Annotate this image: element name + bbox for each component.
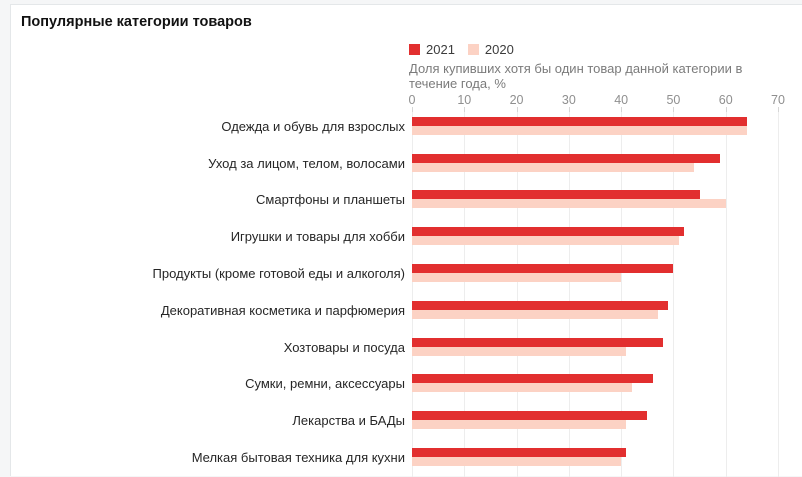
gridline <box>516 109 518 477</box>
axis-tick-label: 70 <box>771 93 785 107</box>
axis-tick <box>568 107 570 112</box>
category-labels: Одежда и обувь для взрослых Уход за лицом… <box>11 109 406 477</box>
category-label: Игрушки и товары для хобби <box>230 229 405 245</box>
legend-swatch-2020-icon <box>467 44 479 55</box>
bar-2021[interactable] <box>412 116 747 126</box>
axis-tick-label: 50 <box>666 93 681 107</box>
category-label: Одежда и обувь для взрослых <box>221 118 405 134</box>
bar-2021[interactable] <box>412 153 721 163</box>
axis-tick <box>725 107 727 112</box>
bar-2021[interactable] <box>412 374 653 384</box>
category-label: Хозтовары и посуда <box>283 339 405 355</box>
gridline <box>412 109 413 477</box>
bar-2021[interactable] <box>412 263 674 273</box>
category-label: Уход за лицом, телом, волосами <box>208 155 405 171</box>
axis-tick-label: 30 <box>561 93 576 107</box>
axis-tick-label: 0 <box>408 93 416 107</box>
bar-2020[interactable] <box>412 125 747 135</box>
category-label: Смартфоны и планшеты <box>256 192 405 208</box>
axis-tick <box>412 107 413 112</box>
axis-tick <box>673 107 675 112</box>
legend-label-2020: 2020 <box>484 42 514 57</box>
bar-2021[interactable] <box>412 411 648 421</box>
axis-tick-label: 60 <box>718 93 733 107</box>
bar-2021[interactable] <box>412 300 669 310</box>
gridline <box>464 109 466 477</box>
axis-tick-label: 20 <box>509 93 524 107</box>
gridline <box>568 109 570 477</box>
legend: 2021 2020 <box>409 42 527 57</box>
bar-2020[interactable] <box>412 309 658 319</box>
bar-2021[interactable] <box>412 190 700 200</box>
bar-2020[interactable] <box>412 346 627 356</box>
axis-tick <box>778 107 779 112</box>
category-label: Продукты (кроме готовой еды и алкоголя) <box>152 265 406 281</box>
axis-tick <box>516 107 518 112</box>
chart-title: Популярные категории товаров <box>21 14 252 30</box>
bar-2020[interactable] <box>412 383 632 393</box>
bar-2020[interactable] <box>412 199 726 209</box>
bar-2020[interactable] <box>412 456 622 466</box>
category-label: Лекарства и БАДы <box>292 413 405 429</box>
bar-2020[interactable] <box>412 272 622 282</box>
legend-item-2020[interactable]: 2020 <box>467 42 514 57</box>
bar-2021[interactable] <box>412 227 684 237</box>
plot-area: 0 10 20 30 40 50 60 70 <box>409 93 785 477</box>
gridline <box>621 109 623 477</box>
axis-tick-label: 40 <box>614 93 629 107</box>
category-label: Сумки, ремни, аксессуары <box>245 376 405 392</box>
chart-card: Популярные категории товаров 2021 2020 Д… <box>10 4 802 477</box>
gridline <box>725 109 727 477</box>
bar-2020[interactable] <box>412 162 695 172</box>
legend-item-2021[interactable]: 2021 <box>409 42 455 57</box>
axis-tick <box>464 107 466 112</box>
legend-label-2021: 2021 <box>426 42 455 57</box>
gridline <box>778 109 779 477</box>
legend-swatch-2021-icon <box>409 44 420 55</box>
bar-2021[interactable] <box>412 337 663 347</box>
bar-2020[interactable] <box>412 236 679 246</box>
axis-description: Доля купивших хотя бы один товар данной … <box>409 61 743 91</box>
bar-2021[interactable] <box>412 447 627 457</box>
category-label: Декоративная косметика и парфюмерия <box>160 302 405 318</box>
axis-tick <box>621 107 623 112</box>
bar-2020[interactable] <box>412 420 627 430</box>
gridline <box>673 109 675 477</box>
axis-tick-label: 10 <box>457 93 472 107</box>
category-label: Мелкая бытовая техника для кухни <box>191 449 405 465</box>
